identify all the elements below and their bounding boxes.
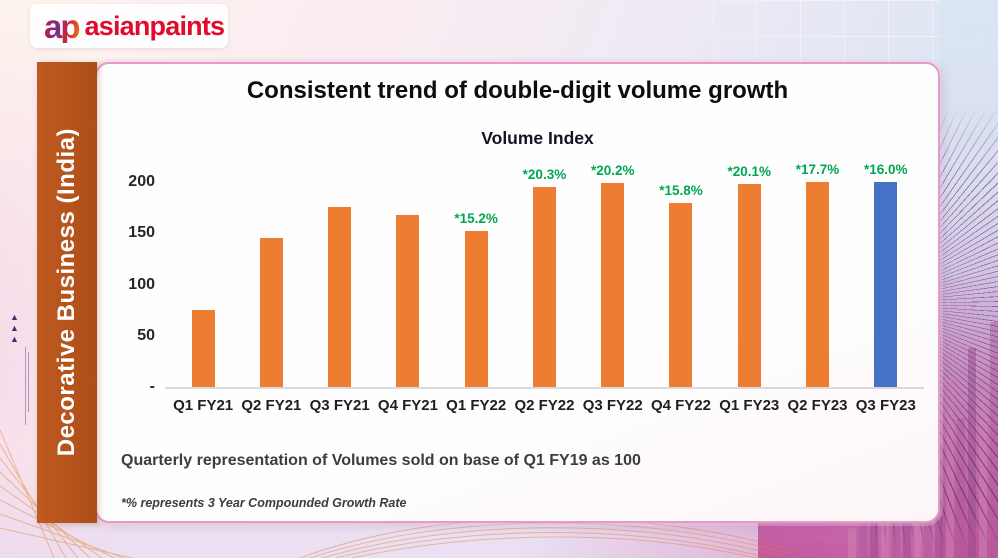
bar-column: *20.3% Q2 FY22 [510, 167, 578, 414]
bar-column: Q1 FY21 [169, 172, 237, 414]
bar-column: *15.8% Q4 FY22 [647, 172, 715, 414]
volume-index-chart: 200 150 100 50 - Q1 FY21 Q2 FY21 Q3 FY21 Q4 FY2… [117, 162, 924, 414]
cagr-label: *20.2% [590, 163, 635, 179]
cagr-label: *15.8% [659, 182, 703, 198]
x-axis-label: Q4 FY21 [377, 397, 438, 414]
bar [737, 184, 761, 387]
triangle-icon: ▲ [10, 334, 19, 344]
chart-footnote: *% represents 3 Year Compounded Growth R… [121, 496, 407, 510]
bar-column: *15.2% Q1 FY22 [442, 172, 510, 414]
triangle-icon: ▲ [10, 312, 19, 322]
y-tick-label: 100 [128, 275, 155, 293]
x-axis-label: Q2 FY21 [241, 397, 302, 414]
bar-column: *17.7% Q2 FY23 [783, 162, 851, 414]
slide-card: Consistent trend of double-digit volume … [95, 62, 940, 523]
y-axis: 200 150 100 50 - [117, 172, 155, 395]
chart-caption: Quarterly representation of Volumes sold… [121, 452, 641, 469]
edge-line-decoration [28, 352, 29, 412]
asianpaints-logo-icon: ap [44, 10, 85, 43]
y-tick-label: - [149, 378, 155, 395]
chart-title: Volume Index [481, 128, 594, 148]
bar [464, 231, 488, 387]
x-axis-label: Q2 FY22 [514, 397, 575, 414]
x-axis-label: Q1 FY23 [719, 397, 780, 414]
bar [259, 237, 283, 387]
x-axis-label: Q3 FY22 [582, 397, 643, 414]
bar [328, 206, 352, 387]
cagr-label: *16.0% [864, 162, 908, 178]
bar [806, 182, 830, 387]
bar [396, 215, 420, 387]
section-sidebar-label: Decorative Business (India) [53, 128, 80, 457]
y-tick-label: 150 [128, 224, 155, 242]
edge-triangle-markers: ▲ ▲ ▲ [10, 312, 19, 345]
company-logo-text: asianpaints [84, 10, 226, 41]
x-axis-label: Q3 FY21 [309, 397, 370, 414]
section-sidebar: Decorative Business (India) [37, 62, 97, 523]
cagr-label: *20.3% [522, 167, 567, 183]
bar-column: Q4 FY21 [374, 172, 442, 414]
bar-column: *20.2% Q3 FY22 [579, 163, 647, 414]
bar-highlight [874, 182, 898, 387]
bar-column: *20.1% Q1 FY23 [715, 164, 783, 414]
bar [601, 183, 625, 387]
bar [191, 310, 215, 387]
y-tick-label: 50 [137, 326, 155, 344]
x-axis-label: Q1 FY21 [173, 397, 234, 414]
x-axis-label: Q1 FY22 [446, 397, 507, 414]
bar [532, 187, 556, 387]
cagr-label: *20.1% [727, 164, 772, 180]
triangle-icon: ▲ [10, 323, 19, 333]
y-tick-label: 200 [128, 173, 155, 191]
bar [669, 202, 693, 387]
edge-line-decoration [25, 347, 26, 425]
cagr-label: *15.2% [454, 211, 498, 227]
bar-column: Q3 FY21 [306, 172, 374, 414]
company-logo: ap asianpaints [30, 4, 228, 48]
plot-area: Q1 FY21 Q2 FY21 Q3 FY21 Q4 FY21 *15.2% Q1 FY2… [165, 162, 924, 414]
bar-column: *16.0% Q3 FY23 [852, 162, 920, 414]
x-axis-label: Q3 FY23 [855, 397, 916, 414]
x-axis-label: Q2 FY23 [787, 397, 848, 414]
cagr-label: *17.7% [795, 162, 840, 178]
slide-title: Consistent trend of double-digit volume … [246, 77, 789, 104]
x-axis-label: Q4 FY22 [650, 397, 711, 414]
bar-column: Q2 FY21 [237, 172, 305, 414]
